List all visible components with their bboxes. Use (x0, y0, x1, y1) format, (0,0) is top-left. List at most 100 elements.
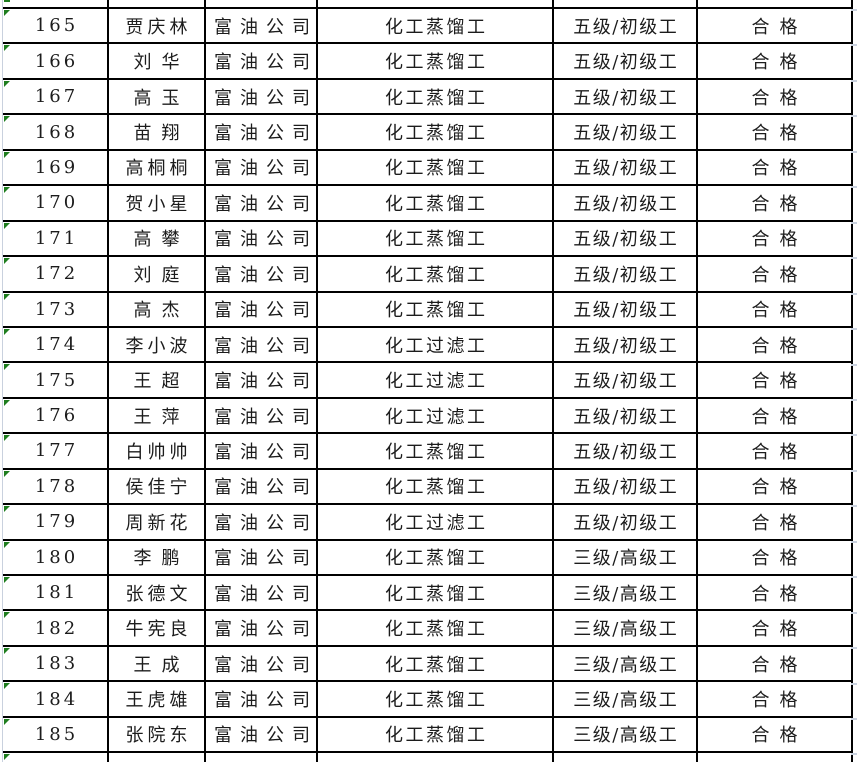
cell-empty[interactable] (696, 0, 853, 9)
cell-job_title[interactable]: 化工蒸馏工 (316, 113, 554, 151)
cell-result[interactable]: 合格 (696, 77, 853, 116)
cell-result[interactable]: 合格 (696, 432, 853, 470)
cell-level[interactable]: 五级/初级工 (552, 396, 698, 435)
cell-result[interactable]: 合格 (696, 715, 853, 754)
cell-name[interactable]: 白帅帅 (107, 432, 206, 470)
cell-company[interactable]: 富油公司 (204, 715, 318, 754)
cell-name[interactable]: 高攀 (107, 219, 206, 258)
cell-job_title[interactable]: 化工蒸馏工 (316, 219, 554, 258)
cell-empty[interactable] (316, 751, 554, 762)
cell-level[interactable]: 五级/初级工 (552, 325, 698, 364)
cell-name[interactable]: 王虎雄 (107, 680, 206, 718)
cell-company[interactable]: 富油公司 (204, 573, 318, 612)
cell-company[interactable]: 富油公司 (204, 467, 318, 506)
cell-index[interactable]: 180 (3, 538, 109, 577)
cell-level[interactable]: 五级/初级工 (552, 6, 698, 45)
cell-result[interactable]: 合格 (696, 42, 853, 80)
cell-name[interactable]: 张德文 (107, 573, 206, 612)
cell-index[interactable]: 178 (3, 467, 109, 506)
cell-index[interactable]: 165 (3, 6, 109, 45)
cell-index[interactable]: 174 (3, 325, 109, 364)
cell-index[interactable]: 175 (3, 361, 109, 399)
cell-company[interactable]: 富油公司 (204, 6, 318, 45)
cell-name[interactable]: 周新花 (107, 503, 206, 541)
cell-result[interactable]: 合格 (696, 184, 853, 222)
cell-level[interactable]: 三级/高级工 (552, 538, 698, 577)
cell-index[interactable]: 185 (3, 715, 109, 754)
cell-result[interactable]: 合格 (696, 255, 853, 293)
cell-company[interactable]: 富油公司 (204, 396, 318, 435)
cell-company[interactable]: 富油公司 (204, 609, 318, 647)
cell-level[interactable]: 五级/初级工 (552, 77, 698, 116)
cell-empty[interactable] (204, 751, 318, 762)
cell-name[interactable]: 苗翔 (107, 113, 206, 151)
cell-company[interactable]: 富油公司 (204, 148, 318, 187)
cell-index[interactable]: 181 (3, 573, 109, 612)
cell-index[interactable]: 184 (3, 680, 109, 718)
cell-result[interactable]: 合格 (696, 573, 853, 612)
cell-index[interactable]: 167 (3, 77, 109, 116)
cell-index[interactable]: 179 (3, 503, 109, 541)
cell-name[interactable]: 高玉 (107, 77, 206, 116)
cell-company[interactable]: 富油公司 (204, 255, 318, 293)
cell-index[interactable]: 183 (3, 644, 109, 683)
cell-index[interactable]: 173 (3, 290, 109, 328)
cell-level[interactable]: 五级/初级工 (552, 467, 698, 506)
cell-job_title[interactable]: 化工蒸馏工 (316, 432, 554, 470)
cell-result[interactable]: 合格 (696, 148, 853, 187)
cell-job_title[interactable]: 化工蒸馏工 (316, 290, 554, 328)
cell-company[interactable]: 富油公司 (204, 42, 318, 80)
cell-level[interactable]: 三级/高级工 (552, 573, 698, 612)
cell-result[interactable]: 合格 (696, 503, 853, 541)
cell-level[interactable]: 五级/初级工 (552, 503, 698, 541)
cell-result[interactable]: 合格 (696, 290, 853, 328)
cell-name[interactable]: 李小波 (107, 325, 206, 364)
cell-job_title[interactable]: 化工蒸馏工 (316, 680, 554, 718)
cell-job_title[interactable]: 化工蒸馏工 (316, 184, 554, 222)
cell-empty[interactable] (107, 751, 206, 762)
cell-level[interactable]: 三级/高级工 (552, 680, 698, 718)
cell-empty[interactable] (204, 0, 318, 9)
cell-index[interactable]: 177 (3, 432, 109, 470)
cell-empty[interactable] (552, 751, 698, 762)
cell-company[interactable]: 富油公司 (204, 361, 318, 399)
cell-job_title[interactable]: 化工蒸馏工 (316, 609, 554, 647)
cell-company[interactable]: 富油公司 (204, 325, 318, 364)
cell-index[interactable]: 182 (3, 609, 109, 647)
cell-company[interactable]: 富油公司 (204, 503, 318, 541)
cell-job_title[interactable]: 化工蒸馏工 (316, 467, 554, 506)
cell-level[interactable]: 五级/初级工 (552, 361, 698, 399)
cell-job_title[interactable]: 化工过滤工 (316, 325, 554, 364)
cell-job_title[interactable]: 化工蒸馏工 (316, 77, 554, 116)
cell-job_title[interactable]: 化工蒸馏工 (316, 42, 554, 80)
cell-result[interactable]: 合格 (696, 538, 853, 577)
cell-name[interactable]: 王超 (107, 361, 206, 399)
cell-job_title[interactable]: 化工蒸馏工 (316, 715, 554, 754)
cell-empty[interactable] (696, 751, 853, 762)
cell-job_title[interactable]: 化工蒸馏工 (316, 538, 554, 577)
cell-company[interactable]: 富油公司 (204, 290, 318, 328)
cell-result[interactable]: 合格 (696, 396, 853, 435)
cell-name[interactable]: 王萍 (107, 396, 206, 435)
cell-name[interactable]: 张院东 (107, 715, 206, 754)
cell-empty[interactable] (316, 0, 554, 9)
cell-result[interactable]: 合格 (696, 361, 853, 399)
cell-empty[interactable] (3, 0, 109, 9)
cell-level[interactable]: 五级/初级工 (552, 290, 698, 328)
cell-company[interactable]: 富油公司 (204, 77, 318, 116)
cell-job_title[interactable]: 化工蒸馏工 (316, 148, 554, 187)
cell-empty[interactable] (3, 751, 109, 762)
cell-level[interactable]: 五级/初级工 (552, 184, 698, 222)
cell-name[interactable]: 高杰 (107, 290, 206, 328)
cell-level[interactable]: 五级/初级工 (552, 255, 698, 293)
cell-result[interactable]: 合格 (696, 609, 853, 647)
cell-result[interactable]: 合格 (696, 680, 853, 718)
cell-job_title[interactable]: 化工过滤工 (316, 503, 554, 541)
cell-result[interactable]: 合格 (696, 325, 853, 364)
cell-name[interactable]: 牛宪良 (107, 609, 206, 647)
cell-job_title[interactable]: 化工蒸馏工 (316, 573, 554, 612)
cell-company[interactable]: 富油公司 (204, 432, 318, 470)
cell-result[interactable]: 合格 (696, 644, 853, 683)
cell-index[interactable]: 172 (3, 255, 109, 293)
cell-name[interactable]: 侯佳宁 (107, 467, 206, 506)
